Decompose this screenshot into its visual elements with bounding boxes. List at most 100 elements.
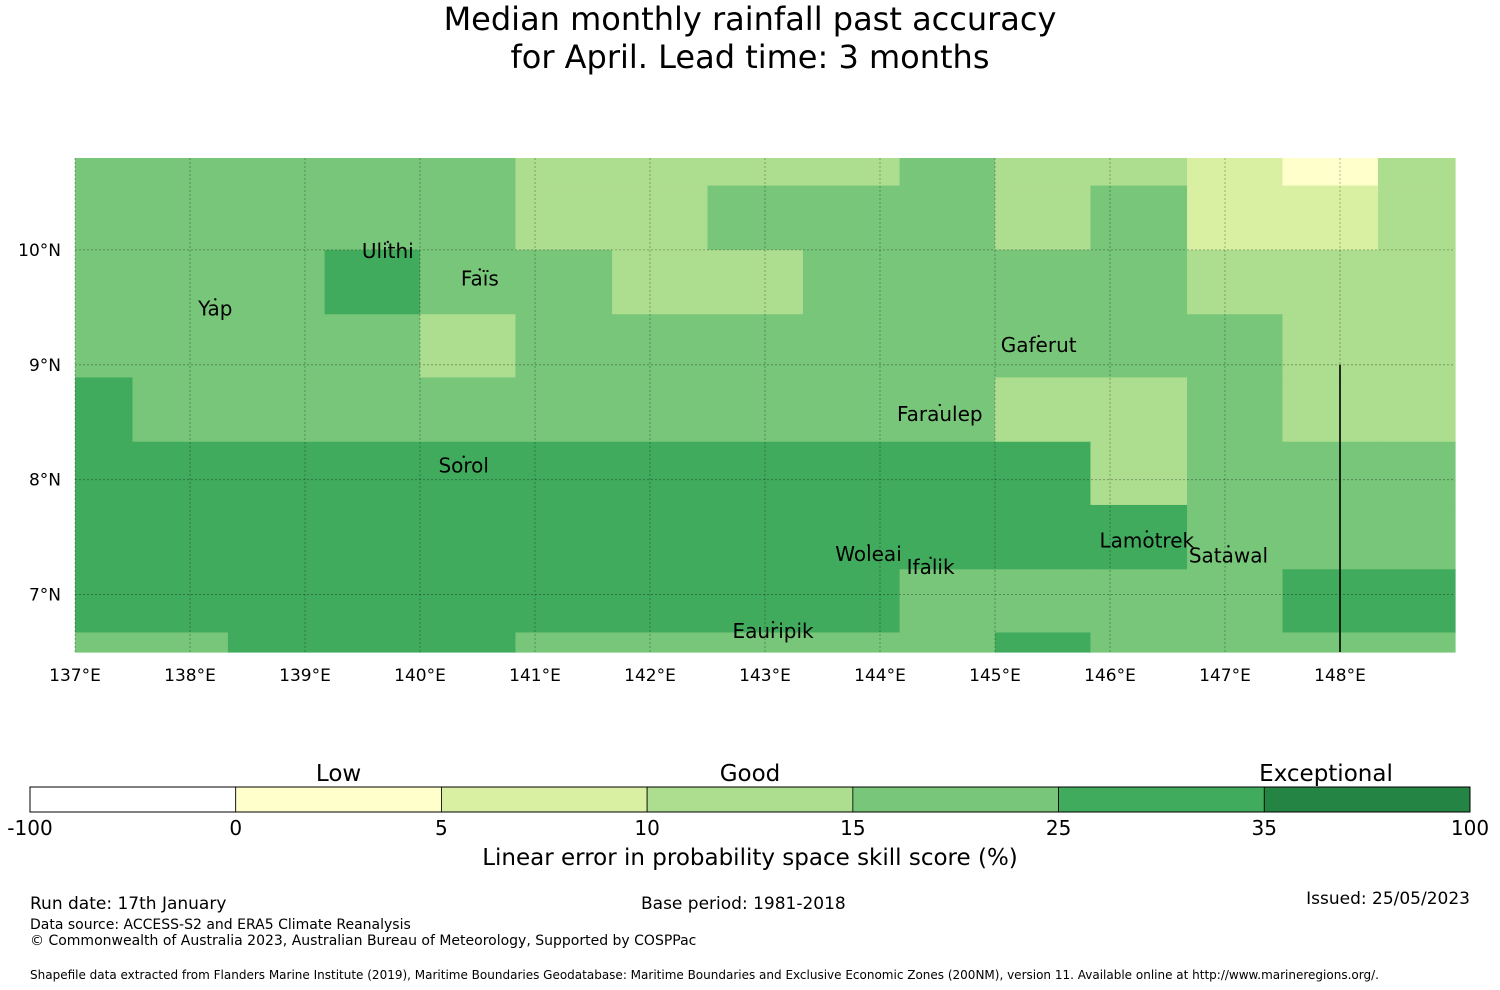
grid-cell [1282, 249, 1379, 315]
grid-cell [1282, 441, 1379, 506]
grid-cell [899, 377, 996, 443]
place-label-sorol: Sorol [438, 454, 489, 478]
grid-cell [132, 504, 229, 570]
grid-cell [802, 314, 901, 379]
colorbar-tick-label: -100 [7, 816, 52, 840]
grid-cell [132, 314, 229, 379]
place-labels: Yap Ulithi Faïs Gaferut Faraulep Sorol WoleaiI… [197, 239, 1268, 643]
colorbar-bin [1058, 786, 1265, 813]
grid-cell [227, 185, 326, 251]
place-label-ulithi: Ulithi [362, 239, 414, 263]
grid-cell [1282, 158, 1379, 187]
grid-cell [995, 632, 1092, 653]
grid-cell [995, 441, 1092, 506]
colorbar-category-low: Low [316, 761, 361, 787]
grid-cell [802, 158, 901, 187]
place-label-satawal: Satawal [1189, 543, 1268, 567]
grid-cell [420, 632, 517, 653]
grid-cell [802, 441, 901, 506]
grid-cell [324, 185, 421, 251]
grid-cell [1090, 377, 1188, 443]
colorbar-bin [646, 786, 854, 813]
x-tick-label: 145°E [969, 666, 1021, 686]
island-mark [938, 403, 941, 407]
grid-cell [132, 441, 229, 506]
grid-cell [75, 504, 134, 570]
grid-cell [515, 158, 613, 187]
grid-cell [324, 158, 421, 187]
place-label-yap: Yap [197, 296, 232, 320]
grid-cell [1377, 314, 1456, 379]
grid-cell [1377, 158, 1456, 187]
grid-cell [899, 314, 996, 379]
grid-cell [899, 504, 996, 570]
grid-cell [515, 249, 613, 315]
colorbar-tick-label: 100 [1451, 816, 1489, 840]
grid-cell [132, 569, 229, 634]
grid-cell [899, 158, 996, 187]
grid-cell [995, 377, 1092, 443]
grid-cell [802, 377, 901, 443]
grid-cell [227, 504, 326, 570]
colorbar-bin [441, 786, 648, 813]
grid-cell [707, 569, 804, 634]
grid-cell [1090, 441, 1188, 506]
grid-cell [707, 314, 804, 379]
grid-cell [1090, 569, 1188, 634]
colorbar-categories: Low Good Exceptional [316, 761, 1393, 787]
grid-cell [1187, 185, 1284, 251]
chart-title: Median monthly rainfall past accuracy fo… [0, 0, 1500, 76]
grid-cell [324, 504, 421, 570]
grid-cell [75, 314, 134, 379]
grid-cell [802, 504, 901, 570]
colorbar-label: Linear error in probability space skill … [482, 845, 1018, 871]
grid-cell [802, 185, 901, 251]
place-label-gaferut: Gaferut [1001, 333, 1077, 357]
grid-cell [802, 249, 901, 315]
grid-cell [324, 377, 421, 443]
grid-cell [515, 185, 613, 251]
colorbar-tick-label: 35 [1252, 816, 1277, 840]
grid-cell [324, 569, 421, 634]
x-tick-label: 141°E [509, 666, 561, 686]
grid-cell [1090, 314, 1188, 379]
grid-cell [899, 632, 996, 653]
grid-cell [420, 504, 517, 570]
base-period: Base period: 1981-2018 [641, 894, 846, 914]
island-mark [1227, 545, 1230, 548]
grid-cell [75, 441, 134, 506]
colorbar-bin [1263, 786, 1471, 813]
x-tick-label: 146°E [1084, 666, 1136, 686]
grid-cell [324, 632, 421, 653]
grid-cell [995, 314, 1092, 379]
grid-cell [1377, 377, 1456, 443]
grid-cell [1282, 569, 1379, 634]
grid-cell [1187, 158, 1284, 187]
map-axes: 137°E 138°E 139°E 140°E 141°E 142°E 143°E 144°E… [18, 241, 1366, 686]
place-label-faraulep: Faraulep [897, 402, 983, 426]
grid-cell [132, 632, 229, 653]
grid-cell [1187, 441, 1284, 506]
x-tick-label: 140°E [394, 666, 446, 686]
grid-cell [1187, 249, 1284, 315]
grid-cell [324, 441, 421, 506]
grid-cell [612, 441, 709, 506]
grid-cell [227, 377, 326, 443]
grid-cell [707, 158, 804, 187]
grid-cell [899, 185, 996, 251]
colorbar-tick-label: 15 [840, 816, 865, 840]
grid-cell [420, 441, 517, 506]
colorbar-tick-label: 5 [435, 816, 448, 840]
grid-cell [1377, 632, 1456, 653]
title-line-2: for April. Lead time: 3 months [510, 38, 990, 76]
grid-cell [1282, 504, 1379, 570]
place-label-lamotrek: Lamotrek [1099, 528, 1194, 552]
run-date: Run date: 17th January [30, 894, 227, 914]
x-tick-label: 144°E [854, 666, 906, 686]
grid-cell [75, 632, 134, 653]
grid-cell [1187, 569, 1284, 634]
colorbar-category-exceptional: Exceptional [1259, 761, 1393, 787]
issued-date: Issued: 25/05/2023 [1306, 889, 1470, 909]
grid-cell [707, 441, 804, 506]
grid-cell [995, 569, 1092, 634]
